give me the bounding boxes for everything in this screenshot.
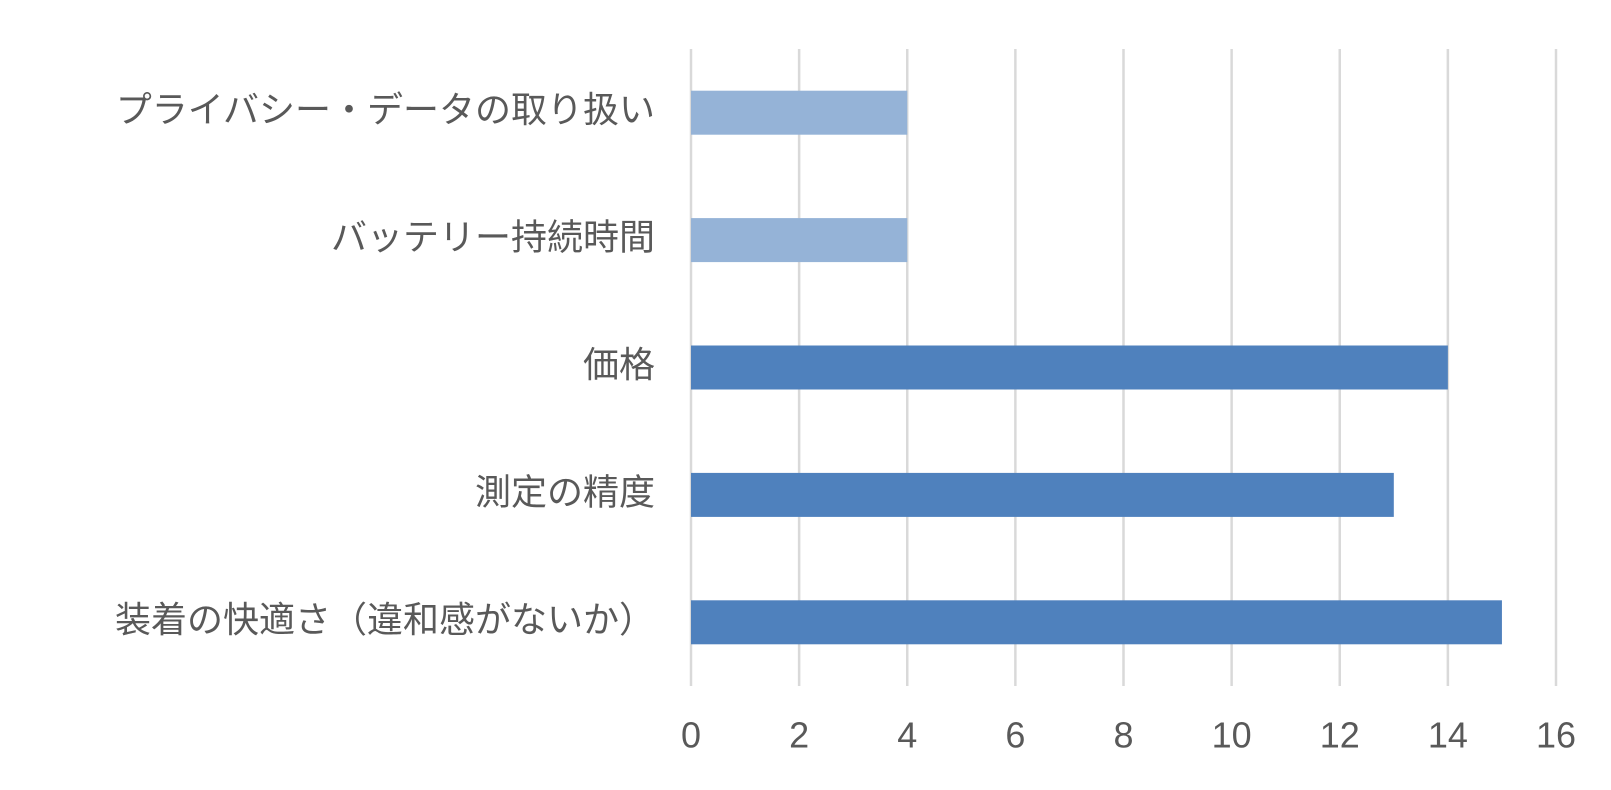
bar [691, 345, 1448, 390]
x-tick-label: 14 [1428, 715, 1468, 756]
bar [691, 218, 908, 263]
bar [691, 90, 908, 135]
y-tick-label: プライバシー・データの取り扱い [116, 89, 655, 130]
x-tick-label: 2 [789, 715, 809, 756]
y-tick-label: 価格 [583, 344, 655, 385]
y-tick-label: バッテリー持続時間 [331, 217, 655, 258]
x-tick-label: 10 [1212, 715, 1252, 756]
x-tick-label: 16 [1536, 715, 1576, 756]
x-tick-label: 4 [897, 715, 917, 756]
x-tick-label: 8 [1113, 715, 1133, 756]
x-tick-label: 0 [681, 715, 701, 756]
y-tick-label: 装着の快適さ（違和感がないか） [115, 599, 655, 640]
x-tick-label: 6 [1005, 715, 1025, 756]
bar [691, 600, 1502, 645]
bar [691, 472, 1394, 517]
y-tick-label: 測定の精度 [475, 471, 655, 512]
x-tick-label: 12 [1320, 715, 1360, 756]
